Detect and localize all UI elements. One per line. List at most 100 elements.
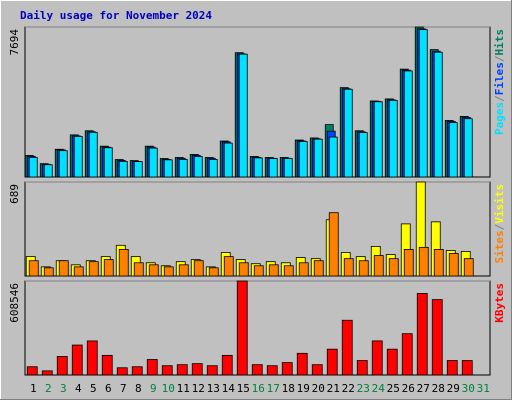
x-tick-label: 22 (342, 382, 355, 395)
bar (283, 158, 293, 178)
bar (268, 158, 278, 178)
x-tick-label: 1 (30, 382, 37, 395)
bar (163, 266, 174, 277)
legend-entry: Files (493, 62, 506, 95)
bar (268, 264, 279, 277)
legend-entry: KBytes (493, 283, 506, 323)
x-tick-label: 21 (327, 382, 340, 395)
bar (388, 99, 398, 178)
bar (43, 164, 53, 178)
bar (86, 340, 98, 376)
y-tick-label: 608546 (8, 283, 21, 323)
x-tick-label: 11 (177, 382, 190, 395)
y-tick-label: 689 (8, 184, 21, 204)
bar (251, 364, 263, 376)
x-tick-label: 20 (312, 382, 325, 395)
x-tick-label: 26 (402, 382, 415, 395)
bar (373, 101, 383, 178)
bar (148, 147, 158, 178)
bar (103, 147, 113, 178)
bar (298, 262, 309, 277)
bar (43, 267, 54, 277)
bar (146, 359, 158, 376)
bar (356, 360, 368, 376)
bar (221, 354, 233, 376)
bar (206, 365, 218, 376)
bar (253, 157, 263, 178)
x-tick-label: 2 (45, 382, 52, 395)
bar (433, 51, 443, 178)
bar (403, 248, 414, 277)
y-tick-label: 7694 (8, 29, 21, 56)
legend: Sites/Visits (493, 184, 506, 264)
bar (358, 132, 368, 178)
bar (103, 259, 114, 277)
bar (88, 261, 99, 277)
bar (313, 138, 323, 178)
bar (266, 365, 278, 376)
x-tick-label: 5 (90, 382, 97, 395)
legend-entry: Pages (493, 102, 506, 135)
bar (193, 156, 203, 178)
bar (371, 340, 383, 376)
bar (448, 253, 459, 277)
bar (163, 159, 173, 178)
bar (73, 266, 84, 277)
chart-title: Daily usage for November 2024 (20, 9, 212, 22)
bar (238, 53, 248, 178)
bar (373, 255, 384, 277)
x-tick-label: 29 (447, 382, 460, 395)
legend-separator: / (493, 95, 506, 102)
bar (28, 157, 38, 178)
bar (341, 319, 353, 376)
x-tick-label: 30 (462, 382, 475, 395)
legend-separator: / (493, 55, 506, 62)
bar (328, 212, 339, 277)
x-tick-label: 16 (252, 382, 265, 395)
bar (208, 159, 218, 178)
bar (328, 136, 338, 178)
bar (178, 264, 189, 277)
bar (418, 246, 429, 277)
x-tick-label: 7 (120, 382, 127, 395)
bar (326, 348, 338, 376)
bar (26, 366, 38, 376)
x-tick-label: 27 (417, 382, 430, 395)
bar (388, 258, 399, 277)
legend: KBytes (493, 283, 506, 323)
bar (433, 248, 444, 277)
bar (58, 150, 68, 178)
bar (118, 248, 129, 277)
bar (296, 352, 308, 376)
bar (133, 262, 144, 277)
x-tick-label: 3 (60, 382, 67, 395)
bar (161, 365, 173, 376)
bar (71, 344, 83, 376)
bar (283, 265, 294, 277)
bar (236, 280, 248, 376)
bar (253, 265, 264, 277)
bar (133, 161, 143, 178)
bar (223, 142, 233, 178)
x-tick-label: 17 (267, 382, 280, 395)
x-tick-label: 15 (237, 382, 250, 395)
bar (238, 262, 249, 277)
x-tick-label: 14 (222, 382, 236, 395)
bar (223, 256, 234, 277)
bar (343, 88, 353, 178)
bar (446, 360, 458, 376)
bar (176, 364, 188, 376)
bar (191, 363, 203, 376)
x-tick-label: 19 (297, 382, 310, 395)
bar (358, 260, 369, 277)
bar (41, 370, 53, 376)
bar (73, 136, 83, 178)
x-tick-label: 13 (207, 382, 220, 395)
bar (193, 260, 204, 277)
x-tick-label: 24 (372, 382, 386, 395)
bar (461, 360, 473, 376)
x-tick-label: 4 (75, 382, 82, 395)
bar (28, 260, 39, 277)
bar (401, 333, 413, 376)
